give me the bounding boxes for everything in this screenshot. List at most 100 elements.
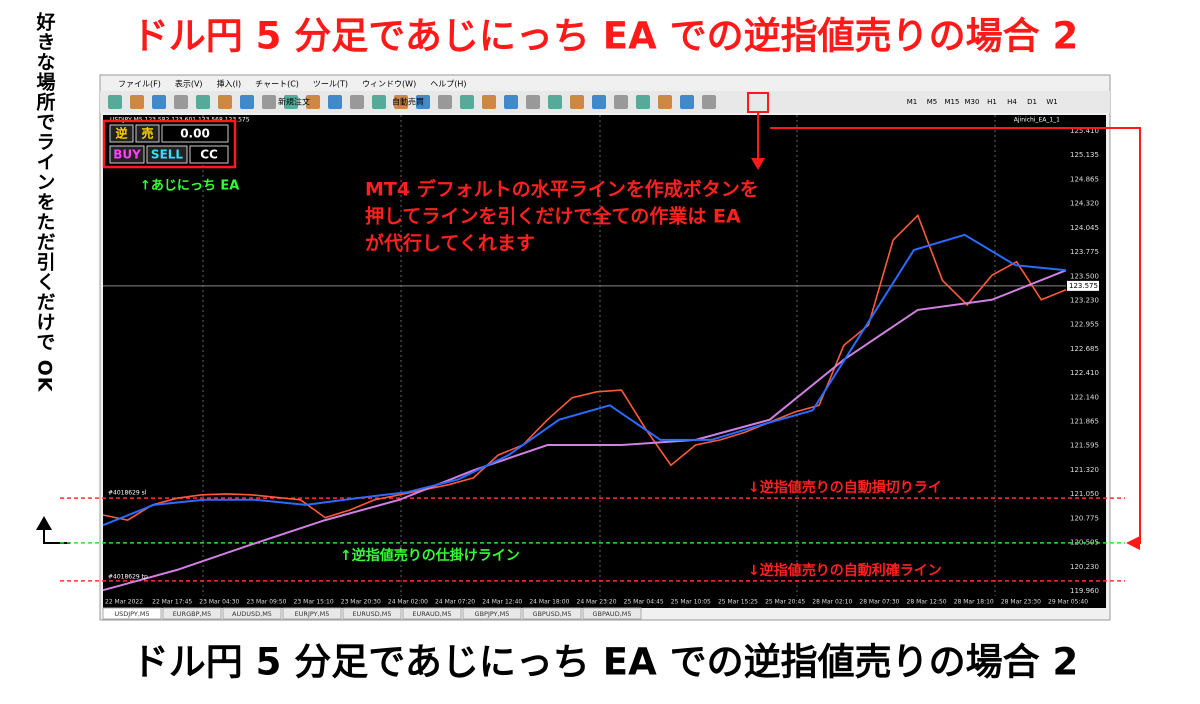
timeframe[interactable]: D1 xyxy=(1027,98,1037,106)
tab-label[interactable]: GBPUSD,M5 xyxy=(532,610,571,618)
timeframe[interactable]: M15 xyxy=(945,98,960,106)
time-label: 28 Mar 12:50 xyxy=(907,599,947,606)
timeframe[interactable]: M5 xyxy=(927,98,938,106)
ea-button[interactable] xyxy=(146,145,188,164)
toolbar-icon[interactable] xyxy=(636,95,650,109)
toolbar-icon[interactable] xyxy=(438,95,452,109)
toolbar-icon[interactable] xyxy=(658,95,672,109)
price-label: 124.045 xyxy=(1070,224,1099,232)
tab[interactable] xyxy=(162,607,222,620)
toolbar-icon[interactable] xyxy=(372,95,386,109)
menu-item[interactable]: ファイル(F) xyxy=(118,80,161,89)
tab-label[interactable]: GBPAUD,M5 xyxy=(592,610,631,618)
ea-button xyxy=(161,124,229,143)
ea-button-label[interactable]: SELL xyxy=(151,148,183,162)
arrow-head xyxy=(751,158,765,170)
price-label: 120.775 xyxy=(1070,514,1099,522)
time-label: 24 Mar 07:20 xyxy=(435,599,475,606)
toolbar-icon[interactable] xyxy=(614,95,628,109)
toolbar-new-order[interactable]: 新規注文 xyxy=(278,97,310,107)
toolbar-auto-trade[interactable]: 自動売買 xyxy=(392,97,424,107)
toolbar-icon[interactable] xyxy=(526,95,540,109)
tab[interactable] xyxy=(342,607,402,620)
menu-item[interactable]: 挿入(I) xyxy=(217,79,242,89)
toolbar-icon[interactable] xyxy=(152,95,166,109)
price-label: 122.955 xyxy=(1070,321,1099,329)
price-line xyxy=(102,269,1067,592)
price-label: 123.775 xyxy=(1070,248,1099,256)
tab[interactable] xyxy=(522,607,582,620)
annotation-stop-loss: ↓逆指値売りの自動損切りライ xyxy=(748,479,942,496)
price-label: 124.320 xyxy=(1070,200,1099,208)
toolbar-icon[interactable] xyxy=(394,95,408,109)
toolbar-icon[interactable] xyxy=(108,95,122,109)
order-label-sl: #4018629 sl xyxy=(108,490,147,497)
menu-item[interactable]: ツール(T) xyxy=(313,80,348,89)
chart-area xyxy=(103,115,1066,596)
time-label: 23 Mar 20:30 xyxy=(341,599,381,606)
tab-label[interactable]: USDJPY,M5 xyxy=(114,610,149,618)
time-label: 25 Mar 04:45 xyxy=(624,599,664,606)
toolbar-icon[interactable] xyxy=(680,95,694,109)
time-label: 28 Mar 07:30 xyxy=(859,599,899,606)
price-label: 122.140 xyxy=(1070,393,1099,401)
ea-button-label[interactable]: CC xyxy=(200,148,218,162)
tab[interactable] xyxy=(462,607,522,620)
side-note: 好きな場所でラインをただ引くだけで OK xyxy=(34,11,57,393)
tab-label[interactable]: EURJPY,M5 xyxy=(295,610,330,618)
toolbar-icon[interactable] xyxy=(482,95,496,109)
time-label: 24 Mar 02:00 xyxy=(388,599,428,606)
tab-label[interactable]: AUDUSD,M5 xyxy=(232,610,272,618)
toolbar-icon[interactable] xyxy=(284,95,298,109)
time-label: 25 Mar 10:05 xyxy=(671,599,711,606)
toolbar-icon[interactable] xyxy=(570,95,584,109)
ea-button-label[interactable]: 売 xyxy=(141,126,153,141)
toolbar-icon[interactable] xyxy=(350,95,364,109)
ea-button[interactable] xyxy=(109,124,134,143)
ea-button[interactable] xyxy=(109,145,145,164)
toolbar-icon[interactable] xyxy=(174,95,188,109)
tab[interactable] xyxy=(402,607,462,620)
timeframe[interactable]: H1 xyxy=(987,98,997,106)
menu-item[interactable]: ヘルプ(H) xyxy=(430,80,466,89)
tab[interactable] xyxy=(222,607,282,620)
tab[interactable] xyxy=(582,607,642,620)
ea-button-label[interactable]: 逆 xyxy=(115,126,127,141)
tab-label[interactable]: EURAUD,M5 xyxy=(412,610,451,618)
tab-label[interactable]: EURGBP,M5 xyxy=(173,610,212,618)
toolbar-icon[interactable] xyxy=(416,95,430,109)
toolbar-icon[interactable] xyxy=(262,95,276,109)
tab-label[interactable]: EURUSD,M5 xyxy=(352,610,391,618)
toolbar-icon[interactable] xyxy=(504,95,518,109)
ea-button[interactable] xyxy=(135,124,160,143)
toolbar-icon[interactable] xyxy=(306,95,320,109)
tab[interactable] xyxy=(102,607,162,620)
toolbar-icon[interactable] xyxy=(328,95,342,109)
ea-button-label[interactable]: BUY xyxy=(113,148,141,162)
menu-item[interactable]: ウィンドウ(W) xyxy=(362,80,416,89)
price-label: 122.685 xyxy=(1070,345,1099,353)
toolbar-icon[interactable] xyxy=(240,95,254,109)
toolbar-icon[interactable] xyxy=(702,95,716,109)
toolbar-icon[interactable] xyxy=(548,95,562,109)
current-price-label: 123.575 xyxy=(1069,282,1098,290)
menu-item[interactable]: チャート(C) xyxy=(255,80,299,89)
toolbar-icon[interactable] xyxy=(460,95,474,109)
tab[interactable] xyxy=(282,607,342,620)
toolbar-icon[interactable] xyxy=(130,95,144,109)
timeframe[interactable]: M30 xyxy=(965,98,980,106)
price-label: 123.500 xyxy=(1070,272,1099,280)
price-label: 121.050 xyxy=(1070,490,1099,498)
timeframe[interactable]: M1 xyxy=(907,98,918,106)
toolbar-icon[interactable] xyxy=(592,95,606,109)
ea-button[interactable] xyxy=(189,145,229,164)
price-label: 125.410 xyxy=(1070,127,1099,135)
toolbar-icon[interactable] xyxy=(196,95,210,109)
ea-panel-frame xyxy=(102,119,237,169)
time-label: 24 Mar 18:00 xyxy=(529,599,569,606)
menu-item[interactable]: 表示(V) xyxy=(175,79,203,89)
toolbar-icon[interactable] xyxy=(218,95,232,109)
timeframe[interactable]: W1 xyxy=(1046,98,1057,106)
timeframe[interactable]: H4 xyxy=(1007,98,1017,106)
tab-label[interactable]: GBPJPY,M5 xyxy=(475,610,510,618)
